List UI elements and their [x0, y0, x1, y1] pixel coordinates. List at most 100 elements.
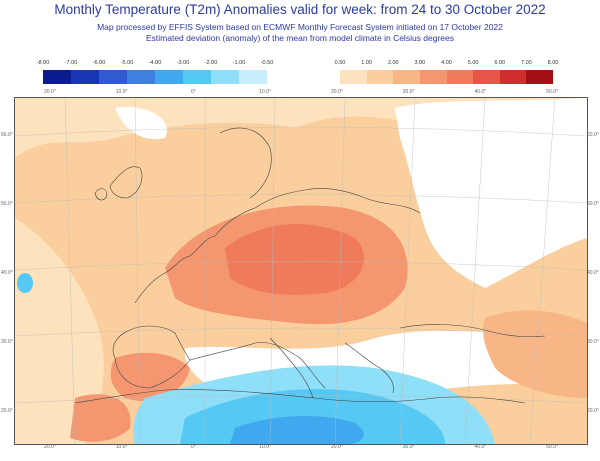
map-right-latitude-ticks: 60.0° 50.0° 40.0° 30.0° 20.0° [587, 97, 600, 443]
legend-color-swatch [340, 70, 367, 84]
anomaly-zone-iberia [110, 352, 190, 402]
coastline-iberia [112, 325, 191, 389]
coastline-north-europe [134, 188, 421, 304]
map-tick-label: 20.0° [44, 444, 56, 450]
legend-tick-label: 7.00 [521, 60, 532, 66]
coastline-ireland [94, 188, 108, 201]
map-subtitle-source: Map processed by EFFIS System based on E… [97, 22, 503, 32]
anomaly-zone-atlantic-pale [15, 218, 104, 444]
coastlines [74, 127, 546, 404]
legend-color-swatch [71, 70, 99, 84]
legend-color-swatch [127, 70, 155, 84]
legend-color-swatch [155, 70, 183, 84]
graticule-parallel [15, 126, 587, 137]
legend-tick-label: 8.00 [547, 60, 559, 66]
legend-negative-colorbar [43, 70, 267, 84]
graticule-parallel [15, 194, 587, 204]
graticule-meridian [529, 98, 556, 444]
legend-tick-label: 3.00 [414, 60, 426, 66]
legend-tick-label: -6.00 [92, 60, 106, 66]
coastline-greece [344, 342, 394, 394]
map-tick-label: 20.0° [331, 444, 343, 450]
legend-color-swatch [526, 70, 553, 84]
map-tick-label: 20.0° [44, 89, 56, 95]
legend-tick-label: -0.50 [260, 60, 274, 66]
legend-color-swatch [446, 70, 474, 84]
map-tick-label: 50.0° [546, 444, 558, 450]
legend-color-swatch [99, 70, 127, 84]
coastline-black-sea-turkey [399, 324, 546, 338]
legend-color-swatch [473, 70, 500, 84]
map-tick-label: 50.0° [587, 200, 599, 207]
anomaly-zone-cold-spot [17, 273, 33, 293]
legend-color-swatch [366, 70, 394, 84]
map-tick-label: 40.0° [474, 89, 487, 95]
graticule-parallel [15, 261, 587, 271]
map-top-longitude-ticks: 20.0° 10.0° 0° 10.0° 20.0° 30.0° 40.0° 50.0° [14, 89, 588, 97]
graticule-parallel [15, 395, 587, 404]
map-tick-label: 10.0° [115, 444, 128, 450]
map-tick-label: 40.0° [1, 270, 13, 276]
map-tick-label: 60.0° [1, 131, 13, 138]
legend-color-swatch [419, 70, 447, 84]
legend-tick-label: -7.00 [64, 60, 78, 66]
graticule-parallel [15, 327, 587, 337]
map-tick-label: 60.0° [587, 131, 599, 138]
graticule-meridian [464, 98, 486, 444]
coastline-north-africa [74, 389, 526, 404]
anomaly-zone-neutral-east [395, 98, 587, 288]
coastline-italy [269, 337, 314, 399]
anomaly-zone-morocco [70, 394, 131, 442]
legend-positive: 0.50 1.00 2.00 3.00 4.00 5.00 6.00 7.00 8.00 [335, 60, 559, 84]
map-tick-label: 30.0° [402, 444, 415, 450]
map-left-latitude-ticks: 60.0° 50.0° 40.0° 30.0° 20.0° [1, 97, 15, 443]
map-tick-label: 20.0° [587, 408, 599, 415]
legend-tick-label: -2.00 [204, 60, 218, 66]
anomaly-map [14, 97, 588, 445]
graticule-meridian [269, 98, 276, 444]
coastline-british-isles [109, 166, 143, 199]
map-tick-label: 20.0° [1, 408, 13, 415]
map-tick-label: 40.0° [587, 270, 599, 276]
graticule-meridian [399, 98, 416, 444]
legend-color-swatch [211, 70, 239, 84]
map-bottom-longitude-ticks: 20.0° 10.0° 0° 10.0° 20.0° 30.0° 40.0° 50.0° [14, 444, 588, 452]
map-tick-label: 40.0° [474, 444, 487, 450]
legend-tick-label: 0.50 [334, 60, 346, 66]
legend-negative-labels: -8.00 -7.00 -6.00 -5.00 -4.00 -3.00 -2.00 -1.00… [37, 60, 274, 69]
map-tick-label: 50.0° [546, 89, 558, 95]
legend-tick-label: 4.00 [441, 60, 452, 66]
map-tick-label: 50.0° [1, 200, 13, 207]
graticule-meridian [334, 98, 346, 444]
legend-tick-label: 5.00 [467, 60, 479, 66]
anomaly-zone-warm-core [225, 224, 364, 295]
map-tick-label: 20.0° [331, 89, 343, 95]
map-tick-label: 10.0° [259, 89, 271, 95]
map-title: Monthly Temperature (T2m) Anomalies vali… [54, 2, 546, 17]
legend-tick-label: -1.00 [232, 60, 246, 66]
legend-tick-label: 1.00 [361, 60, 372, 66]
legend-tick-label: 2.00 [387, 60, 399, 66]
legend-tick-label: -5.00 [120, 60, 134, 66]
legend-tick-label: -3.00 [176, 60, 190, 66]
legend-positive-labels: 0.50 1.00 2.00 3.00 4.00 5.00 6.00 7.00 8.00 [335, 60, 559, 69]
graticule-meridian [64, 98, 76, 444]
legend-color-swatch [239, 70, 267, 84]
legend-color-swatch [183, 70, 211, 84]
legend-color-swatch [393, 70, 420, 84]
legend-tick-label: -4.00 [148, 60, 162, 66]
legend-tick-label: -8.00 [36, 60, 50, 66]
coastline-south-france-italy [189, 342, 326, 389]
map-subtitle-units: Estimated deviation (anomaly) of the mea… [145, 33, 455, 43]
graticule [15, 98, 587, 444]
graticule-meridian [134, 98, 141, 444]
legend-color-swatch [43, 70, 71, 84]
legend-tick-label: 6.00 [494, 60, 506, 66]
map-tick-label: 0° [190, 89, 196, 95]
map-tick-label: 10.0° [115, 89, 128, 95]
map-tick-label: 0° [190, 444, 196, 450]
map-tick-label: 30.0° [587, 339, 599, 346]
map-tick-label: 30.0° [402, 89, 415, 95]
map-tick-label: 30.0° [1, 339, 13, 346]
legend-positive-colorbar [340, 70, 553, 84]
